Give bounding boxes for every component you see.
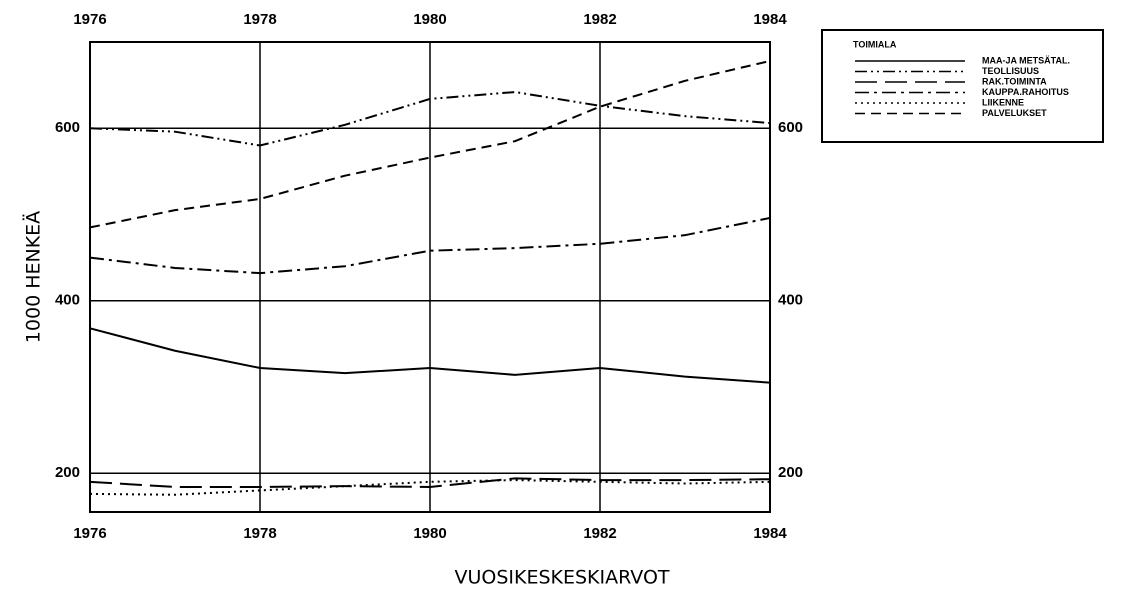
series-line — [89, 216, 771, 275]
series-line — [89, 477, 771, 488]
y-tick-label: 200 — [55, 464, 80, 481]
series-line — [89, 327, 771, 384]
x-top-tick-label: 1982 — [583, 11, 616, 28]
legend-box — [821, 29, 1104, 143]
y2-tick-label: 400 — [778, 292, 803, 309]
y-tick-label: 600 — [55, 119, 80, 136]
x-tick-label: 1976 — [73, 525, 106, 542]
x-top-tick-label: 1976 — [73, 11, 106, 28]
x-tick-label: 1980 — [413, 525, 446, 542]
y-axis-label: 1000 HENKEÄ — [22, 211, 45, 343]
y2-tick-label: 200 — [778, 464, 803, 481]
legend-label: MAA-JA METSÄTAL. — [982, 55, 1070, 65]
x-top-tick-label: 1980 — [413, 11, 446, 28]
y-tick-label: 400 — [55, 292, 80, 309]
x-axis-label: VUOSIKESKESKIARVOT — [454, 567, 669, 589]
series-line — [89, 91, 771, 147]
legend-label: LIIKENNE — [982, 97, 1024, 107]
x-top-tick-label: 1978 — [243, 11, 276, 28]
legend-label: KAUPPA.RAHOITUS — [982, 87, 1069, 97]
series-line — [89, 59, 771, 229]
legend-label: RAK.TOIMINTA — [982, 76, 1047, 86]
x-tick-label: 1978 — [243, 525, 276, 542]
x-top-tick-label: 1984 — [753, 11, 787, 28]
legend-label: TEOLLISUUS — [982, 66, 1039, 76]
x-tick-label: 1984 — [753, 525, 787, 542]
legend-title: TOIMIALA — [853, 39, 897, 49]
y2-tick-label: 600 — [778, 119, 803, 136]
x-tick-label: 1982 — [583, 525, 616, 542]
legend-label: PALVELUKSET — [982, 108, 1047, 118]
